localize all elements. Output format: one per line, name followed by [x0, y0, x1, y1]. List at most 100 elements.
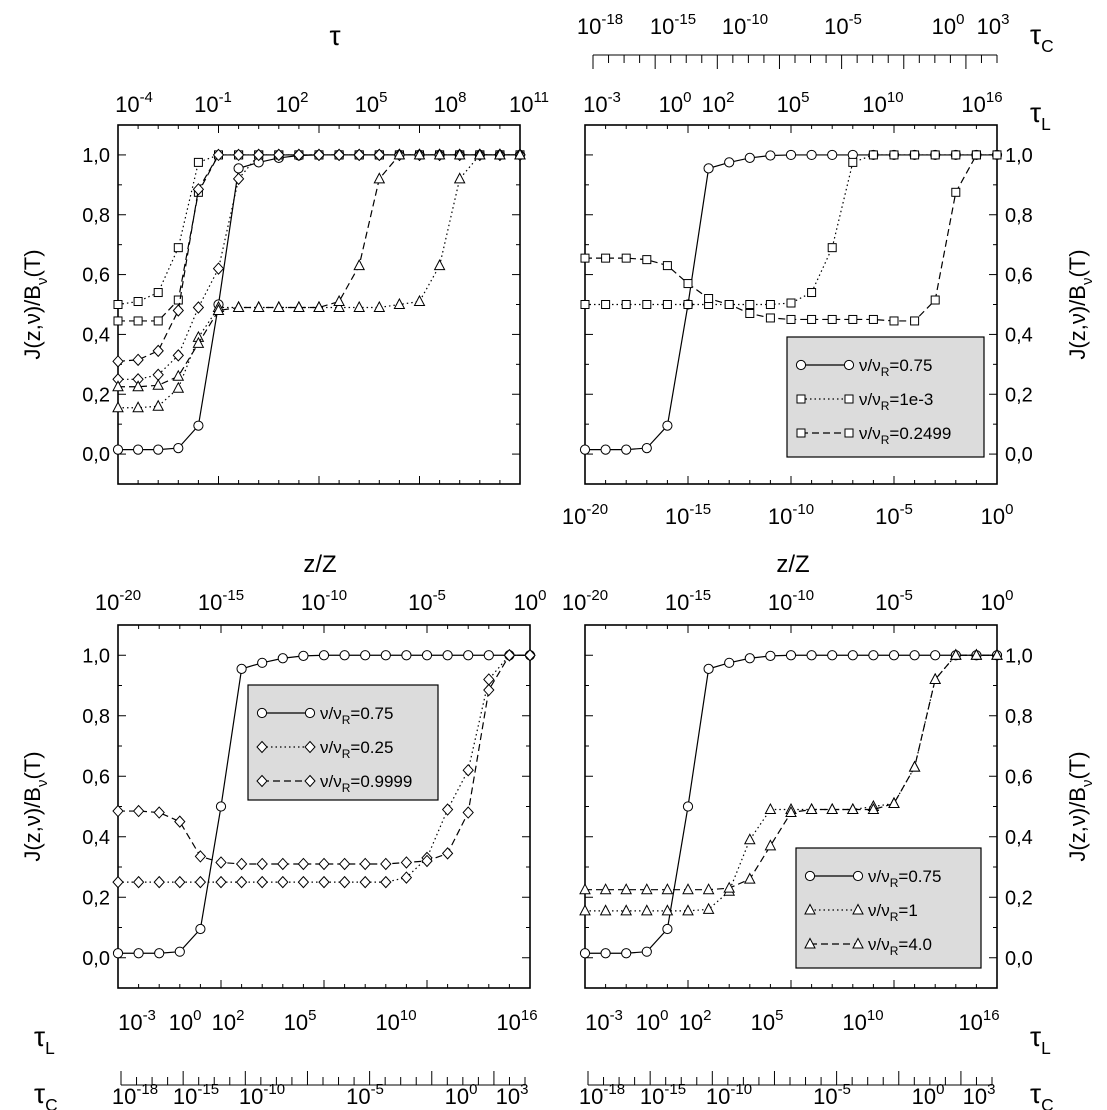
- y-tick-label: 1,0: [1005, 645, 1033, 667]
- data-point: [462, 806, 474, 819]
- data-point: [703, 663, 714, 674]
- bottom-left-series-1: [112, 649, 536, 889]
- data-point: [949, 648, 962, 660]
- data-point: [293, 300, 305, 312]
- data-point: [848, 314, 858, 324]
- data-point: [702, 902, 715, 914]
- legend-label: ν/νR=0.75: [859, 356, 932, 379]
- data-point: [682, 801, 694, 812]
- bottom-left-series-2: [112, 649, 536, 871]
- legend-entry: ν/νR=4.0: [804, 935, 932, 958]
- data-point: [970, 648, 983, 660]
- tau-tick-label: 102: [702, 89, 735, 117]
- data-point: [620, 883, 633, 895]
- data-point: [724, 157, 735, 168]
- tau-tick-label: 105: [751, 1007, 784, 1035]
- x-axes-top-left: 10-4 10-1 102 105 108 1011 τ z/Z: [115, 20, 549, 578]
- data-point: [640, 904, 653, 916]
- data-point: [313, 300, 325, 312]
- data-point: [846, 802, 859, 815]
- data-point: [579, 948, 591, 959]
- legend-marker: [804, 870, 816, 882]
- data-point: [133, 297, 143, 307]
- y-tick-label: 0,2: [82, 384, 110, 406]
- data-point: [338, 875, 351, 889]
- data-point: [212, 148, 225, 162]
- tau-tick-label: 10-15: [650, 11, 696, 39]
- data-point: [413, 148, 426, 160]
- data-point: [353, 300, 366, 312]
- data-point: [353, 148, 365, 162]
- data-point: [113, 300, 123, 309]
- tau-tick-label: 10-15: [640, 1081, 686, 1109]
- legend-marker: [796, 394, 806, 404]
- data-point: [195, 923, 206, 935]
- data-point: [579, 904, 591, 916]
- data-point: [256, 857, 268, 871]
- legend-label: ν/νR=1e-3: [859, 390, 933, 413]
- data-point: [174, 946, 185, 957]
- y-tick-label: 0,2: [1005, 887, 1033, 909]
- data-point: [764, 839, 777, 851]
- data-point: [194, 850, 207, 863]
- data-point: [580, 300, 590, 309]
- tau-tick-label: 100: [932, 11, 965, 39]
- data-point: [333, 148, 345, 162]
- tau-tick-label: 1016: [958, 1007, 999, 1035]
- legend-marker: [256, 740, 268, 754]
- tau-tick-label: 1010: [862, 89, 903, 117]
- series-line: [118, 154, 520, 380]
- y-axis-label: J(z,ν)/Bν(T): [20, 249, 51, 359]
- legend-marker: [852, 903, 864, 915]
- legend-marker: [844, 394, 854, 404]
- data-point: [112, 948, 124, 959]
- series-line: [118, 654, 530, 883]
- data-point: [297, 875, 310, 889]
- tau-tick-label: 10-1: [194, 89, 232, 117]
- data-point: [233, 163, 244, 174]
- data-point: [743, 833, 756, 845]
- top-left-series-2: [113, 150, 525, 326]
- data-point: [212, 303, 225, 315]
- data-point: [930, 295, 940, 305]
- data-point: [848, 157, 858, 167]
- data-point: [473, 148, 486, 160]
- data-point: [112, 875, 124, 889]
- data-point: [373, 300, 386, 312]
- x-tick-label: 10-15: [665, 587, 711, 615]
- data-point: [703, 163, 714, 174]
- data-point: [174, 875, 186, 889]
- data-point: [212, 262, 225, 275]
- data-point: [621, 300, 631, 309]
- data-point: [723, 881, 736, 893]
- legend-marker: [804, 937, 816, 949]
- tau-tick-label: 100: [659, 89, 692, 117]
- data-point: [359, 857, 371, 871]
- tau-tick-label: 108: [434, 89, 467, 117]
- data-point: [215, 801, 227, 812]
- bottom-right-series-2: [579, 648, 1003, 895]
- y-tick-label: 0,2: [82, 887, 110, 909]
- tau-tick-label: 103: [963, 1081, 996, 1109]
- data-point: [503, 649, 516, 662]
- bottom-right-series-0: [579, 650, 1003, 959]
- tau-tick-label: 10-10: [722, 11, 768, 39]
- data-point: [971, 150, 981, 160]
- data-point: [827, 650, 838, 661]
- data-point: [991, 648, 1003, 660]
- data-point: [133, 948, 144, 959]
- data-point: [152, 399, 165, 411]
- data-point: [380, 857, 392, 871]
- x-tick-label: 10-5: [875, 587, 913, 615]
- tau-tick-label: 100: [445, 1081, 478, 1109]
- data-point: [232, 148, 245, 162]
- data-point: [483, 683, 495, 697]
- x-tick-label: 10-20: [95, 587, 141, 615]
- data-point: [483, 650, 494, 661]
- data-point: [847, 650, 858, 661]
- data-point: [400, 871, 413, 884]
- data-point: [662, 300, 672, 309]
- data-point: [192, 183, 205, 196]
- y-tick-label: 0,6: [1005, 265, 1033, 287]
